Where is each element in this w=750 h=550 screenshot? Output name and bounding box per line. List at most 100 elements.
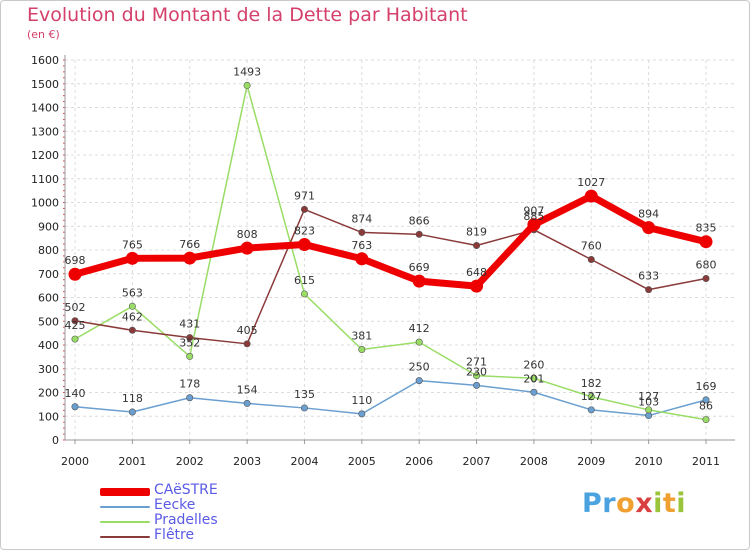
data-point [71, 317, 79, 325]
data-point [587, 393, 595, 401]
data-label: 201 [523, 372, 544, 385]
data-label: 462 [122, 310, 143, 323]
y-tick-label: 100 [38, 410, 59, 423]
y-tick-label: 1200 [31, 149, 59, 162]
data-label: 103 [638, 396, 659, 409]
data-point [300, 404, 308, 412]
x-tick-label: 2004 [290, 455, 318, 468]
data-point [470, 279, 484, 293]
data-point [587, 255, 595, 263]
data-label: 431 [179, 318, 200, 331]
data-label: 405 [237, 324, 258, 337]
x-tick-label: 2008 [520, 455, 548, 468]
data-label: 648 [466, 266, 487, 279]
data-point [186, 394, 194, 402]
data-point [699, 235, 713, 249]
data-label: 381 [351, 330, 372, 343]
data-point [473, 241, 481, 249]
data-label: 140 [65, 387, 86, 400]
data-point [186, 334, 194, 342]
data-label: 127 [581, 390, 602, 403]
data-point [183, 251, 197, 265]
data-label: 230 [466, 365, 487, 378]
x-tick-label: 2003 [233, 455, 261, 468]
data-point [473, 372, 481, 380]
data-point [358, 410, 366, 418]
data-label: 874 [351, 212, 372, 225]
data-label: 127 [638, 390, 659, 403]
y-tick-label: 900 [38, 220, 59, 233]
chart-title: Evolution du Montant de la Dette par Hab… [27, 4, 468, 26]
data-point [415, 338, 423, 346]
legend-label: Pradelles [154, 512, 218, 528]
data-point [642, 221, 656, 235]
y-tick-label: 600 [38, 292, 59, 305]
data-label: 680 [696, 259, 717, 272]
y-tick-label: 300 [38, 363, 59, 376]
data-label: 823 [294, 225, 315, 238]
series-line [74, 379, 707, 417]
data-label: 819 [466, 225, 487, 238]
y-tick-label: 1100 [31, 173, 59, 186]
data-point [243, 340, 251, 348]
data-point [415, 377, 423, 385]
y-tick-label: 200 [38, 387, 59, 400]
series-line [74, 84, 707, 421]
data-label: 169 [696, 380, 717, 393]
data-point [128, 302, 136, 310]
data-point [355, 252, 369, 266]
legend-swatch [100, 520, 150, 523]
data-label: 894 [638, 208, 659, 221]
data-label: 182 [581, 377, 602, 390]
data-label: 502 [65, 301, 86, 314]
legend-label: Flêtre [154, 527, 195, 543]
data-label: 425 [65, 319, 86, 332]
legend-swatch [100, 487, 150, 496]
y-tick-label: 0 [52, 434, 59, 447]
data-point [300, 290, 308, 298]
series-line [71, 192, 710, 290]
data-point [702, 274, 710, 282]
legend-label: CAëSTRE [154, 482, 218, 498]
data-label: 766 [179, 238, 200, 251]
y-tick-label: 500 [38, 315, 59, 328]
chart-subtitle: (en €) [27, 28, 60, 41]
proxiti-logo: Proxiti [582, 488, 687, 519]
data-label: 1493 [233, 65, 261, 78]
data-point [412, 274, 426, 288]
data-point [415, 230, 423, 238]
data-label: 250 [409, 361, 430, 374]
data-label: 907 [523, 205, 544, 218]
data-label: 178 [179, 378, 200, 391]
data-point [358, 228, 366, 236]
y-tick-label: 1600 [31, 54, 59, 67]
data-point [186, 352, 194, 360]
data-point [645, 406, 653, 414]
data-point [527, 218, 541, 232]
y-tick-label: 1000 [31, 197, 59, 210]
series-line [74, 208, 707, 345]
data-label: 135 [294, 388, 315, 401]
x-tick-label: 2006 [405, 455, 433, 468]
data-point [297, 238, 311, 252]
x-tick-label: 2009 [577, 455, 605, 468]
data-point [645, 286, 653, 294]
data-label: 698 [65, 254, 86, 267]
data-point [702, 416, 710, 424]
legend-swatch [100, 505, 150, 508]
data-label: 808 [237, 228, 258, 241]
x-tick-label: 2000 [61, 455, 89, 468]
x-tick-label: 2007 [463, 455, 491, 468]
x-tick-label: 2001 [118, 455, 146, 468]
data-point [128, 408, 136, 416]
data-label: 154 [237, 383, 258, 396]
data-label: 765 [122, 238, 143, 251]
data-label: 563 [122, 286, 143, 299]
data-point [530, 374, 538, 382]
y-tick-label: 1400 [31, 102, 59, 115]
data-point [300, 205, 308, 213]
data-label: 971 [294, 189, 315, 202]
data-point [243, 399, 251, 407]
